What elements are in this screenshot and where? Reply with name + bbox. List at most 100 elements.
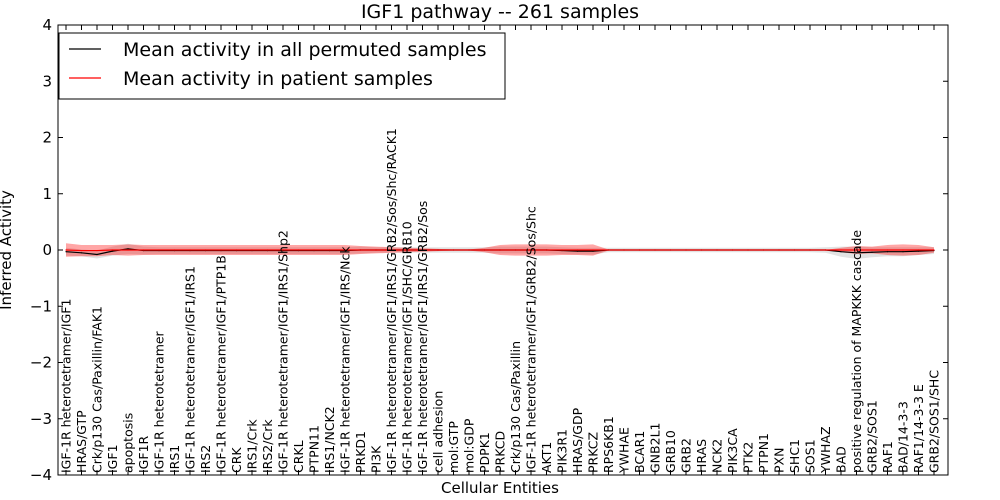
point-series-1 (638, 249, 641, 251)
x-category-label: IGF1 (105, 444, 120, 473)
point-series-0 (592, 250, 594, 252)
point-series-1 (251, 249, 253, 251)
x-category-label: BAD/14-3-3 (896, 401, 911, 473)
legend: Mean activity in all permuted samples Me… (58, 32, 506, 100)
x-category-label: PTPN11 (307, 425, 322, 473)
point-series-1 (266, 249, 269, 251)
x-category-label: mol:GTP (446, 421, 461, 473)
point-series-1 (158, 249, 160, 251)
point-series-1 (840, 249, 842, 251)
x-category-label: SOS1 (803, 439, 818, 473)
legend-label-permuted: Mean activity in all permuted samples (123, 39, 486, 61)
x-category-label: GNB2L1 (648, 423, 663, 473)
point-series-0 (917, 250, 920, 252)
point-series-1 (437, 249, 439, 251)
point-series-1 (809, 249, 811, 251)
point-series-1 (824, 249, 827, 251)
chart-title: IGF1 pathway -- 261 samples (361, 1, 639, 23)
point-series-1 (762, 249, 765, 251)
point-series-1 (406, 249, 408, 251)
point-series-1 (344, 249, 346, 251)
point-series-1 (468, 249, 470, 251)
x-category-label: PRKCZ (586, 432, 601, 473)
x-category-label: PTPN1 (756, 433, 771, 473)
point-series-1 (235, 249, 238, 251)
x-category-label: RPS6KB1 (601, 416, 616, 473)
point-series-1 (421, 249, 424, 251)
point-series-1 (669, 249, 672, 251)
x-category-label: PIK3R1 (555, 429, 570, 473)
x-category-label: SHC1 (787, 439, 802, 473)
x-category-label: IGF1R (136, 435, 151, 473)
x-category-label: apoptosis (121, 413, 136, 473)
y-tick-label: 2 (42, 129, 52, 147)
point-series-1 (328, 249, 331, 251)
series-lines (65, 248, 935, 256)
x-category-label: YWHAZ (818, 426, 833, 474)
x-category-label: IGF-1R heterotetramer/IGF1/IRS/Nck (338, 246, 353, 473)
y-axis-ticks: −4 −3 −2 −1 0 1 2 3 4 (30, 16, 948, 484)
point-series-1 (917, 249, 920, 251)
point-series-1 (390, 249, 393, 251)
x-category-label: PDPK1 (477, 432, 492, 473)
point-series-1 (111, 249, 114, 251)
x-category-label: CRK (229, 447, 244, 473)
point-series-1 (886, 249, 889, 251)
y-tick-label: −1 (30, 297, 52, 315)
x-category-label: IGF-1R heterotetramer/IGF1/GRB2/Sos/Shc (524, 206, 539, 473)
point-series-1 (747, 249, 749, 251)
x-category-label: IGF-1R heterotetramer/IGF1/IRS1/Shp2 (276, 230, 291, 473)
x-category-label: PTK2 (741, 442, 756, 473)
x-category-label: IGF-1R heterotetramer/IGF1/PTP1B (214, 255, 229, 473)
x-category-label: IGF-1R heterotetramer/IGF1/IRS1 (183, 266, 198, 473)
plot-frame (57, 24, 949, 476)
point-series-0 (65, 251, 67, 253)
point-series-1 (607, 249, 610, 251)
point-series-1 (561, 249, 563, 251)
x-category-label: CRKL (291, 440, 306, 473)
x-category-label: RAF1 (880, 441, 895, 473)
point-series-1 (297, 249, 300, 251)
x-category-label: positive regulation of MAPKKK cascade (849, 230, 864, 473)
point-series-1 (933, 249, 935, 251)
y-tick-label: −3 (30, 410, 52, 428)
point-series-0 (111, 250, 114, 252)
point-series-0 (576, 250, 579, 252)
x-category-label: BAD (834, 446, 849, 473)
point-series-1 (452, 249, 455, 251)
point-series-1 (359, 249, 362, 251)
point-series-1 (793, 249, 796, 251)
point-series-0 (127, 248, 129, 250)
x-category-label: PRKCD (493, 431, 508, 473)
point-series-1 (220, 249, 222, 251)
point-series-0 (96, 253, 98, 256)
point-series-1 (576, 249, 579, 251)
x-category-label: RAF1/14-3-3 E (911, 384, 926, 473)
point-series-1 (173, 249, 176, 251)
y-tick-label: −4 (30, 466, 52, 484)
point-series-1 (204, 249, 207, 251)
x-category-label: PIK3CA (725, 428, 740, 473)
point-series-1 (80, 249, 83, 252)
x-category-label: HRAS/GDP (570, 407, 585, 473)
point-series-1 (514, 249, 517, 251)
point-series-0 (886, 251, 889, 253)
x-axis-ticks: IGF-1R heterotetramer/IGF1 HRAS/GTP Crk/p1… (59, 25, 942, 475)
y-tick-label: −2 (30, 354, 52, 372)
point-series-1 (142, 249, 145, 251)
point-series-1 (716, 249, 718, 251)
point-series-1 (189, 249, 191, 251)
x-category-label: BCAR1 (632, 431, 647, 473)
x-category-label: IGF-1R heterotetramer/IGF1 (59, 299, 74, 473)
x-category-label: IGF-1R heterotetramer/IGF1/IRS1/GRB2/Sos (415, 201, 430, 473)
x-category-label: HRAS (694, 439, 709, 473)
point-series-1 (530, 249, 532, 251)
point-series-1 (127, 249, 129, 251)
x-category-label: IGF-1R heterotetramer/IGF1/SHC/GRB10 (400, 221, 415, 473)
x-category-label: IRS2/Crk (260, 419, 275, 473)
point-series-1 (871, 249, 873, 251)
point-series-1 (592, 249, 594, 251)
x-category-label: IRS2 (198, 445, 213, 473)
y-tick-label: 3 (42, 72, 52, 90)
x-category-label: PXN (772, 448, 787, 473)
